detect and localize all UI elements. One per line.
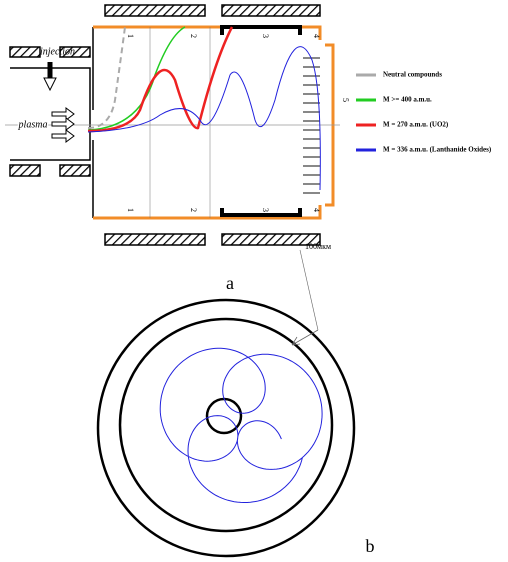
injection-label: injection [40, 46, 75, 57]
zone-label: 5 [341, 98, 350, 102]
legend-text: Neutral compounds [383, 71, 442, 79]
zone-label: 4 [312, 208, 321, 212]
scale-label: 100мкм [305, 242, 331, 251]
zone-label: 1 [126, 208, 135, 212]
panel-b [96, 249, 356, 558]
legend-text: M = 336 a.m.u. (Lanthanide Oxides) [383, 146, 492, 154]
legend-text: M >= 400 a.m.u. [383, 96, 432, 104]
caption-b: b [366, 536, 375, 556]
plasma-label: plasma [18, 119, 48, 130]
caption-a: a [226, 273, 234, 293]
zone-label: 2 [189, 34, 198, 38]
zone-label: 4 [312, 34, 321, 38]
zone-label: 3 [261, 208, 270, 212]
zone-label: 3 [261, 34, 270, 38]
electrodes [9, 4, 321, 246]
legend: Neutral compounds M >= 400 a.m.u. M = 270 … [356, 71, 492, 154]
zone-label: 2 [189, 208, 198, 212]
zone-label: 1 [126, 34, 135, 38]
legend-text: M = 270 a.m.u. (UO2) [383, 121, 449, 129]
zone-labels: 1 1 2 2 3 3 4 4 5 [126, 34, 350, 212]
trajectories [87, 26, 321, 191]
